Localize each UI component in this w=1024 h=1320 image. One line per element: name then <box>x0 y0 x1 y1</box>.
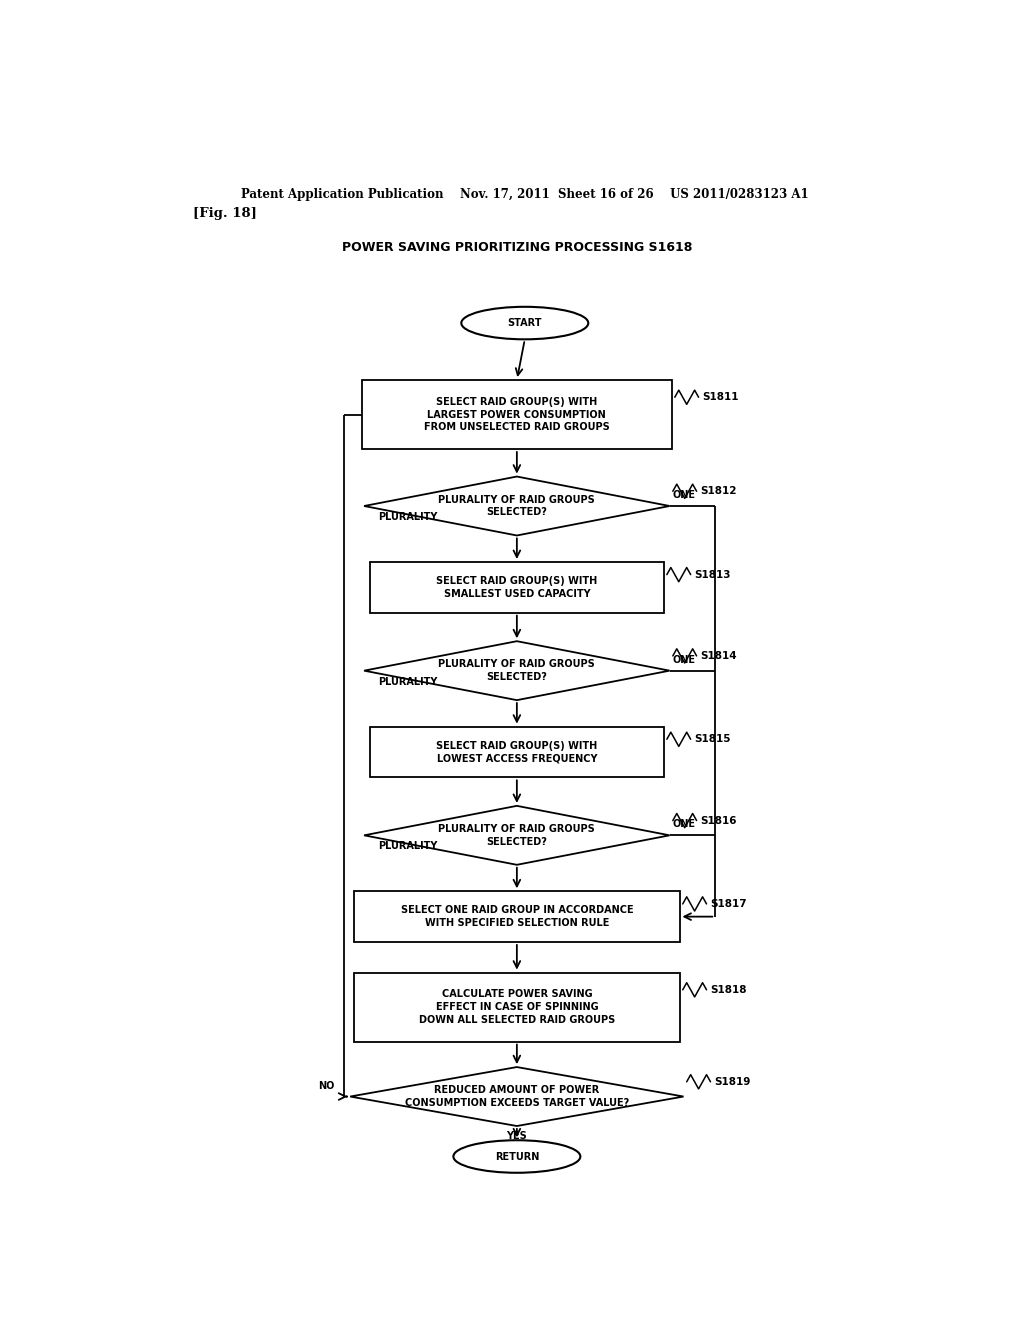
Text: S1815: S1815 <box>694 734 731 744</box>
Text: Patent Application Publication    Nov. 17, 2011  Sheet 16 of 26    US 2011/02831: Patent Application Publication Nov. 17, … <box>241 189 809 202</box>
Bar <box>370 726 664 777</box>
Text: YES: YES <box>507 1131 527 1140</box>
Text: SELECT ONE RAID GROUP IN ACCORDANCE
WITH SPECIFIED SELECTION RULE: SELECT ONE RAID GROUP IN ACCORDANCE WITH… <box>400 906 633 928</box>
Text: PLURALITY OF RAID GROUPS
SELECTED?: PLURALITY OF RAID GROUPS SELECTED? <box>438 495 595 517</box>
Text: S1812: S1812 <box>700 486 737 496</box>
Text: PLURALITY: PLURALITY <box>379 841 437 851</box>
Text: S1817: S1817 <box>711 899 748 909</box>
Bar <box>370 562 664 612</box>
Text: ONE: ONE <box>673 655 695 664</box>
Text: POWER SAVING PRIORITIZING PROCESSING S1618: POWER SAVING PRIORITIZING PROCESSING S16… <box>342 242 692 255</box>
Bar <box>354 973 680 1041</box>
Text: SELECT RAID GROUP(S) WITH
LOWEST ACCESS FREQUENCY: SELECT RAID GROUP(S) WITH LOWEST ACCESS … <box>436 741 597 763</box>
Text: PLURALITY OF RAID GROUPS
SELECTED?: PLURALITY OF RAID GROUPS SELECTED? <box>438 824 595 846</box>
Text: REDUCED AMOUNT OF POWER
CONSUMPTION EXCEEDS TARGET VALUE?: REDUCED AMOUNT OF POWER CONSUMPTION EXCE… <box>404 1085 629 1107</box>
Text: NO: NO <box>318 1081 334 1092</box>
Text: S1813: S1813 <box>694 570 731 579</box>
Text: [Fig. 18]: [Fig. 18] <box>194 207 257 220</box>
Bar <box>362 380 672 449</box>
Bar <box>354 891 680 942</box>
Text: SELECT RAID GROUP(S) WITH
LARGEST POWER CONSUMPTION
FROM UNSELECTED RAID GROUPS: SELECT RAID GROUP(S) WITH LARGEST POWER … <box>424 397 609 433</box>
Text: S1814: S1814 <box>700 651 737 661</box>
Text: ONE: ONE <box>673 490 695 500</box>
Text: RETURN: RETURN <box>495 1151 539 1162</box>
Text: S1816: S1816 <box>700 816 737 825</box>
Text: S1811: S1811 <box>702 392 739 403</box>
Text: CALCULATE POWER SAVING
EFFECT IN CASE OF SPINNING
DOWN ALL SELECTED RAID GROUPS: CALCULATE POWER SAVING EFFECT IN CASE OF… <box>419 989 615 1024</box>
Text: S1819: S1819 <box>715 1077 751 1086</box>
Text: PLURALITY: PLURALITY <box>379 512 437 523</box>
Text: SELECT RAID GROUP(S) WITH
SMALLEST USED CAPACITY: SELECT RAID GROUP(S) WITH SMALLEST USED … <box>436 576 597 599</box>
Text: ONE: ONE <box>673 820 695 829</box>
Text: START: START <box>508 318 542 329</box>
Text: PLURALITY: PLURALITY <box>379 677 437 686</box>
Text: S1818: S1818 <box>711 985 746 995</box>
Text: PLURALITY OF RAID GROUPS
SELECTED?: PLURALITY OF RAID GROUPS SELECTED? <box>438 659 595 682</box>
